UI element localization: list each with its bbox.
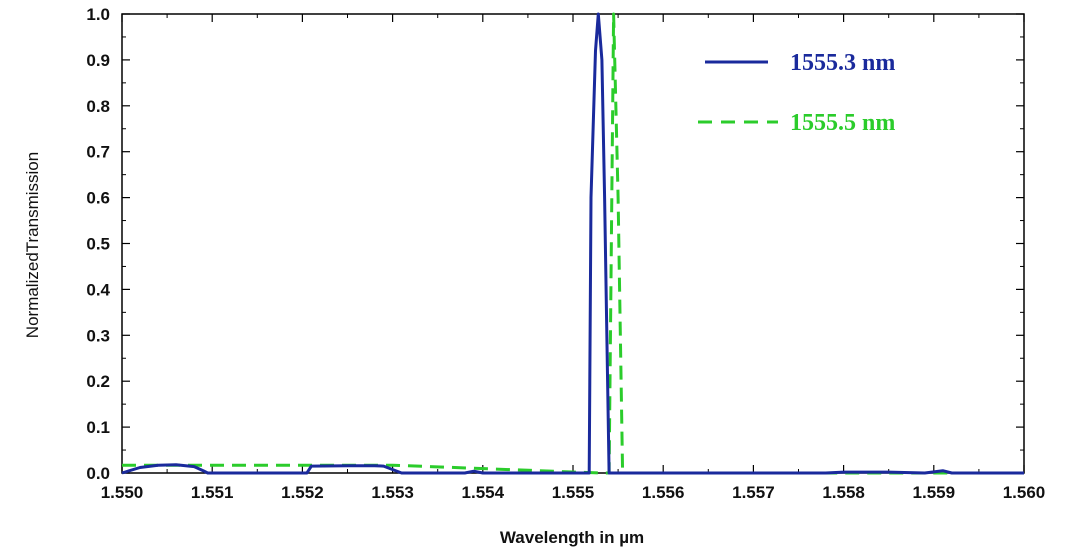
x-tick-label: 1.552 xyxy=(281,483,324,502)
legend-label: 1555.5 nm xyxy=(790,110,895,136)
x-tick-label: 1.560 xyxy=(1003,483,1046,502)
x-tick-label: 1.555 xyxy=(552,483,595,502)
y-tick-label: 0.2 xyxy=(86,372,110,391)
legend-label: 1555.3 nm xyxy=(790,50,895,76)
y-tick-label: 0.8 xyxy=(86,97,110,116)
x-tick-label: 1.550 xyxy=(101,483,144,502)
axes xyxy=(121,13,1025,474)
y-tick-label: 0.9 xyxy=(86,51,110,70)
x-tick-label: 1.553 xyxy=(371,483,414,502)
legend: 1555.3 nm 1555.5 nm xyxy=(698,50,895,136)
tick-labels: 1.550 1.551 1.552 1.553 1.554 1.555 1.556 1.557… xyxy=(86,5,1045,502)
series-line-dashed xyxy=(122,12,1024,475)
plot-frame xyxy=(121,13,1025,474)
y-tick-label: 0.7 xyxy=(86,143,110,162)
series-line-solid xyxy=(121,12,1024,475)
x-tick-label: 1.559 xyxy=(913,483,956,502)
x-tick-label: 1.558 xyxy=(822,483,865,502)
x-axis-title: Wavelength in µm xyxy=(500,528,644,547)
plot-series xyxy=(121,12,1024,475)
x-tick-label: 1.551 xyxy=(191,483,234,502)
y-axis-title: NormalizedTransmission xyxy=(23,152,42,338)
x-tick-label: 1.557 xyxy=(732,483,775,502)
x-tick-label: 1.554 xyxy=(462,483,505,502)
x-tick-label: 1.556 xyxy=(642,483,685,502)
y-tick-label: 0.3 xyxy=(86,326,110,345)
y-tick-label: 0.5 xyxy=(86,235,110,254)
y-tick-label: 0.4 xyxy=(86,280,110,299)
y-tick-label: 1.0 xyxy=(86,5,110,24)
y-tick-label: 0.6 xyxy=(86,189,110,208)
y-tick-label: 0.1 xyxy=(86,418,110,437)
y-tick-label: 0.0 xyxy=(86,464,110,483)
